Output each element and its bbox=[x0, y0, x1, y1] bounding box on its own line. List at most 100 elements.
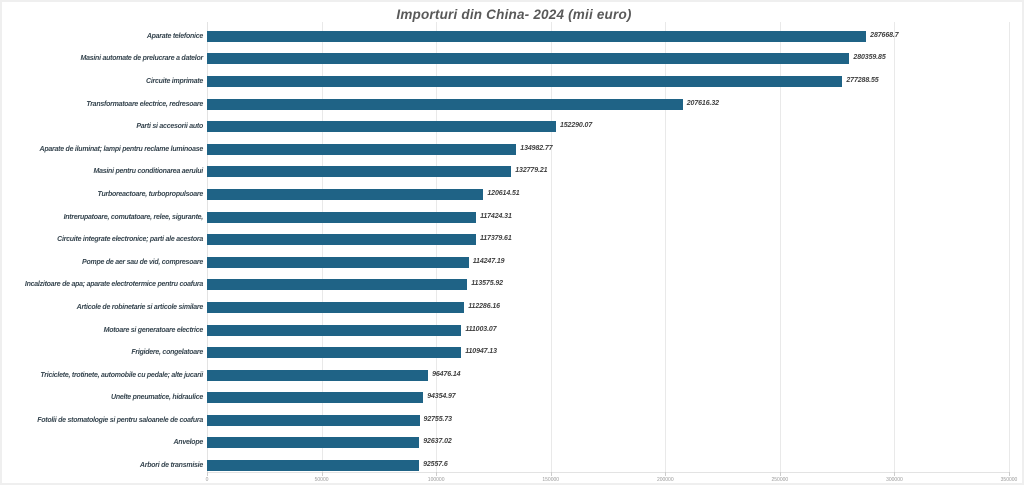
bar bbox=[207, 53, 850, 65]
x-tick-label: 50000 bbox=[314, 477, 329, 483]
category-label: Circuite integrate electronice; parti al… bbox=[57, 236, 203, 244]
category-label: Anvelope bbox=[173, 439, 203, 447]
bar bbox=[207, 460, 420, 472]
bar bbox=[207, 188, 484, 200]
value-label: 134982.77 bbox=[520, 144, 553, 152]
chart-row: Pompe de aer sau de vid, compresoare 1142… bbox=[2, 256, 1024, 268]
bar bbox=[207, 324, 462, 336]
bar-track: 110947.13 bbox=[207, 347, 1024, 359]
gridline bbox=[779, 22, 781, 472]
gridline bbox=[1009, 22, 1010, 472]
bar bbox=[207, 234, 476, 246]
chart-row: Intrerupatoare, comutatoare, relee, sigu… bbox=[2, 211, 1024, 223]
bar bbox=[207, 211, 477, 223]
category-label: Frigidere, congelatoare bbox=[131, 349, 203, 357]
chart-row: Aparate de iluminat; lampi pentru reclam… bbox=[2, 143, 1024, 155]
value-label: 287668.7 bbox=[870, 31, 899, 39]
bar-track: 96476.14 bbox=[207, 369, 1024, 381]
bar-track: 113575.92 bbox=[207, 279, 1024, 291]
value-label: 96476.14 bbox=[432, 370, 461, 378]
chart-row: Circuite imprimate 277288.55 bbox=[2, 75, 1024, 87]
bar bbox=[207, 301, 465, 313]
category-label: Pompe de aer sau de vid, compresoare bbox=[82, 258, 203, 266]
category-label: Motoare si generatoare electrice bbox=[103, 326, 204, 334]
value-label: 92637.02 bbox=[423, 438, 452, 446]
x-tick-label: 200000 bbox=[656, 477, 674, 483]
chart-row: Fotolii de stomatologie si pentru saloan… bbox=[2, 414, 1024, 426]
x-tick-mark bbox=[894, 472, 896, 476]
bar-track: 92637.02 bbox=[207, 437, 1024, 449]
chart-row: Masini automate de prelucrare a datelor 2… bbox=[2, 53, 1024, 65]
chart-row: Turboreactoare, turbopropulsoare 120614.5… bbox=[2, 188, 1024, 200]
bar bbox=[207, 414, 420, 426]
gridline bbox=[665, 22, 667, 472]
bar bbox=[207, 166, 512, 178]
value-label: 92755.73 bbox=[423, 415, 453, 423]
x-tick-mark bbox=[436, 472, 438, 476]
chart-row: Parti si accesorii auto 152290.07 bbox=[2, 121, 1024, 133]
value-label: 114247.19 bbox=[472, 257, 505, 265]
chart-row: Anvelope 92637.02 bbox=[2, 437, 1024, 449]
value-label: 117379.61 bbox=[479, 235, 512, 243]
value-label: 277288.55 bbox=[846, 76, 879, 84]
bar bbox=[207, 256, 469, 268]
x-tick-mark bbox=[550, 472, 552, 476]
category-label: Circuite imprimate bbox=[146, 77, 203, 85]
chart-row: Motoare si generatoare electrice 111003.0… bbox=[2, 324, 1024, 336]
bar bbox=[207, 392, 424, 404]
category-label: Intrerupatoare, comutatoare, relee, sigu… bbox=[63, 213, 204, 221]
category-label: Fotolii de stomatologie si pentru saloan… bbox=[37, 416, 203, 424]
value-label: 117424.31 bbox=[480, 212, 512, 220]
chart-title: Importuri din China- 2024 (mii euro) bbox=[396, 7, 632, 22]
bar-track: 120614.51 bbox=[207, 188, 1024, 200]
chart-row: Incalzitoare de apa; aparate electroterm… bbox=[2, 279, 1024, 291]
value-label: 132779.21 bbox=[515, 167, 548, 175]
x-tick-label: 300000 bbox=[886, 477, 903, 483]
chart-row: Triciclete, trotinete, automobile cu ped… bbox=[2, 369, 1024, 381]
value-label: 152290.07 bbox=[559, 122, 593, 130]
bar-track: 92557.6 bbox=[207, 460, 1024, 472]
value-label: 113575.92 bbox=[471, 280, 503, 288]
value-label: 92557.6 bbox=[423, 461, 448, 469]
x-tick-mark bbox=[779, 472, 781, 476]
chart-row: Transformatoare electrice, redresoare 207… bbox=[2, 98, 1024, 110]
bar-track: 280359.85 bbox=[207, 53, 1024, 65]
x-tick-label: 350000 bbox=[1000, 477, 1018, 483]
value-label: 110947.13 bbox=[465, 348, 497, 356]
bar-track: 207616.32 bbox=[207, 98, 1024, 110]
chart-row: Frigidere, congelatoare 110947.13 bbox=[2, 347, 1024, 359]
bar bbox=[207, 279, 468, 291]
x-tick-mark bbox=[665, 472, 667, 476]
bar-track: 111003.07 bbox=[207, 324, 1024, 336]
chart-row: Circuite integrate electronice; parti al… bbox=[2, 234, 1024, 246]
bar-track: 152290.07 bbox=[207, 121, 1024, 133]
bar bbox=[207, 121, 556, 133]
x-tick-mark bbox=[207, 472, 208, 476]
bar bbox=[207, 143, 517, 155]
bar-track: 112286.16 bbox=[207, 301, 1024, 313]
gridline bbox=[321, 22, 323, 472]
bar bbox=[207, 437, 420, 449]
bar bbox=[207, 98, 683, 110]
bar bbox=[207, 75, 843, 87]
chart-row: Aparate telefonice 287668.7 bbox=[2, 30, 1024, 42]
bar-track: 117424.31 bbox=[207, 211, 1024, 223]
bar bbox=[207, 30, 867, 42]
x-tick-label: 0 bbox=[205, 477, 209, 483]
bar-track: 114247.19 bbox=[207, 256, 1024, 268]
category-label: Aparate telefonice bbox=[146, 32, 203, 40]
value-label: 280359.85 bbox=[853, 54, 886, 62]
category-label: Masini pentru conditionarea aerului bbox=[93, 168, 204, 176]
gridline bbox=[894, 22, 896, 472]
category-label: Transformatoare electrice, redresoare bbox=[86, 100, 203, 108]
category-label: Triciclete, trotinete, automobile cu ped… bbox=[40, 371, 203, 379]
value-label: 120614.51 bbox=[487, 189, 520, 197]
y-axis-line bbox=[207, 22, 208, 472]
rows: Aparate telefonice 287668.7 Masini automat… bbox=[2, 25, 1024, 477]
chart-row: Unelte pneumatice, hidraulice 94354.97 bbox=[2, 392, 1024, 404]
x-axis-line bbox=[207, 472, 1009, 473]
bar-track: 132779.21 bbox=[207, 166, 1024, 178]
x-tick-label: 100000 bbox=[427, 477, 445, 483]
bar-track: 134982.77 bbox=[207, 143, 1024, 155]
